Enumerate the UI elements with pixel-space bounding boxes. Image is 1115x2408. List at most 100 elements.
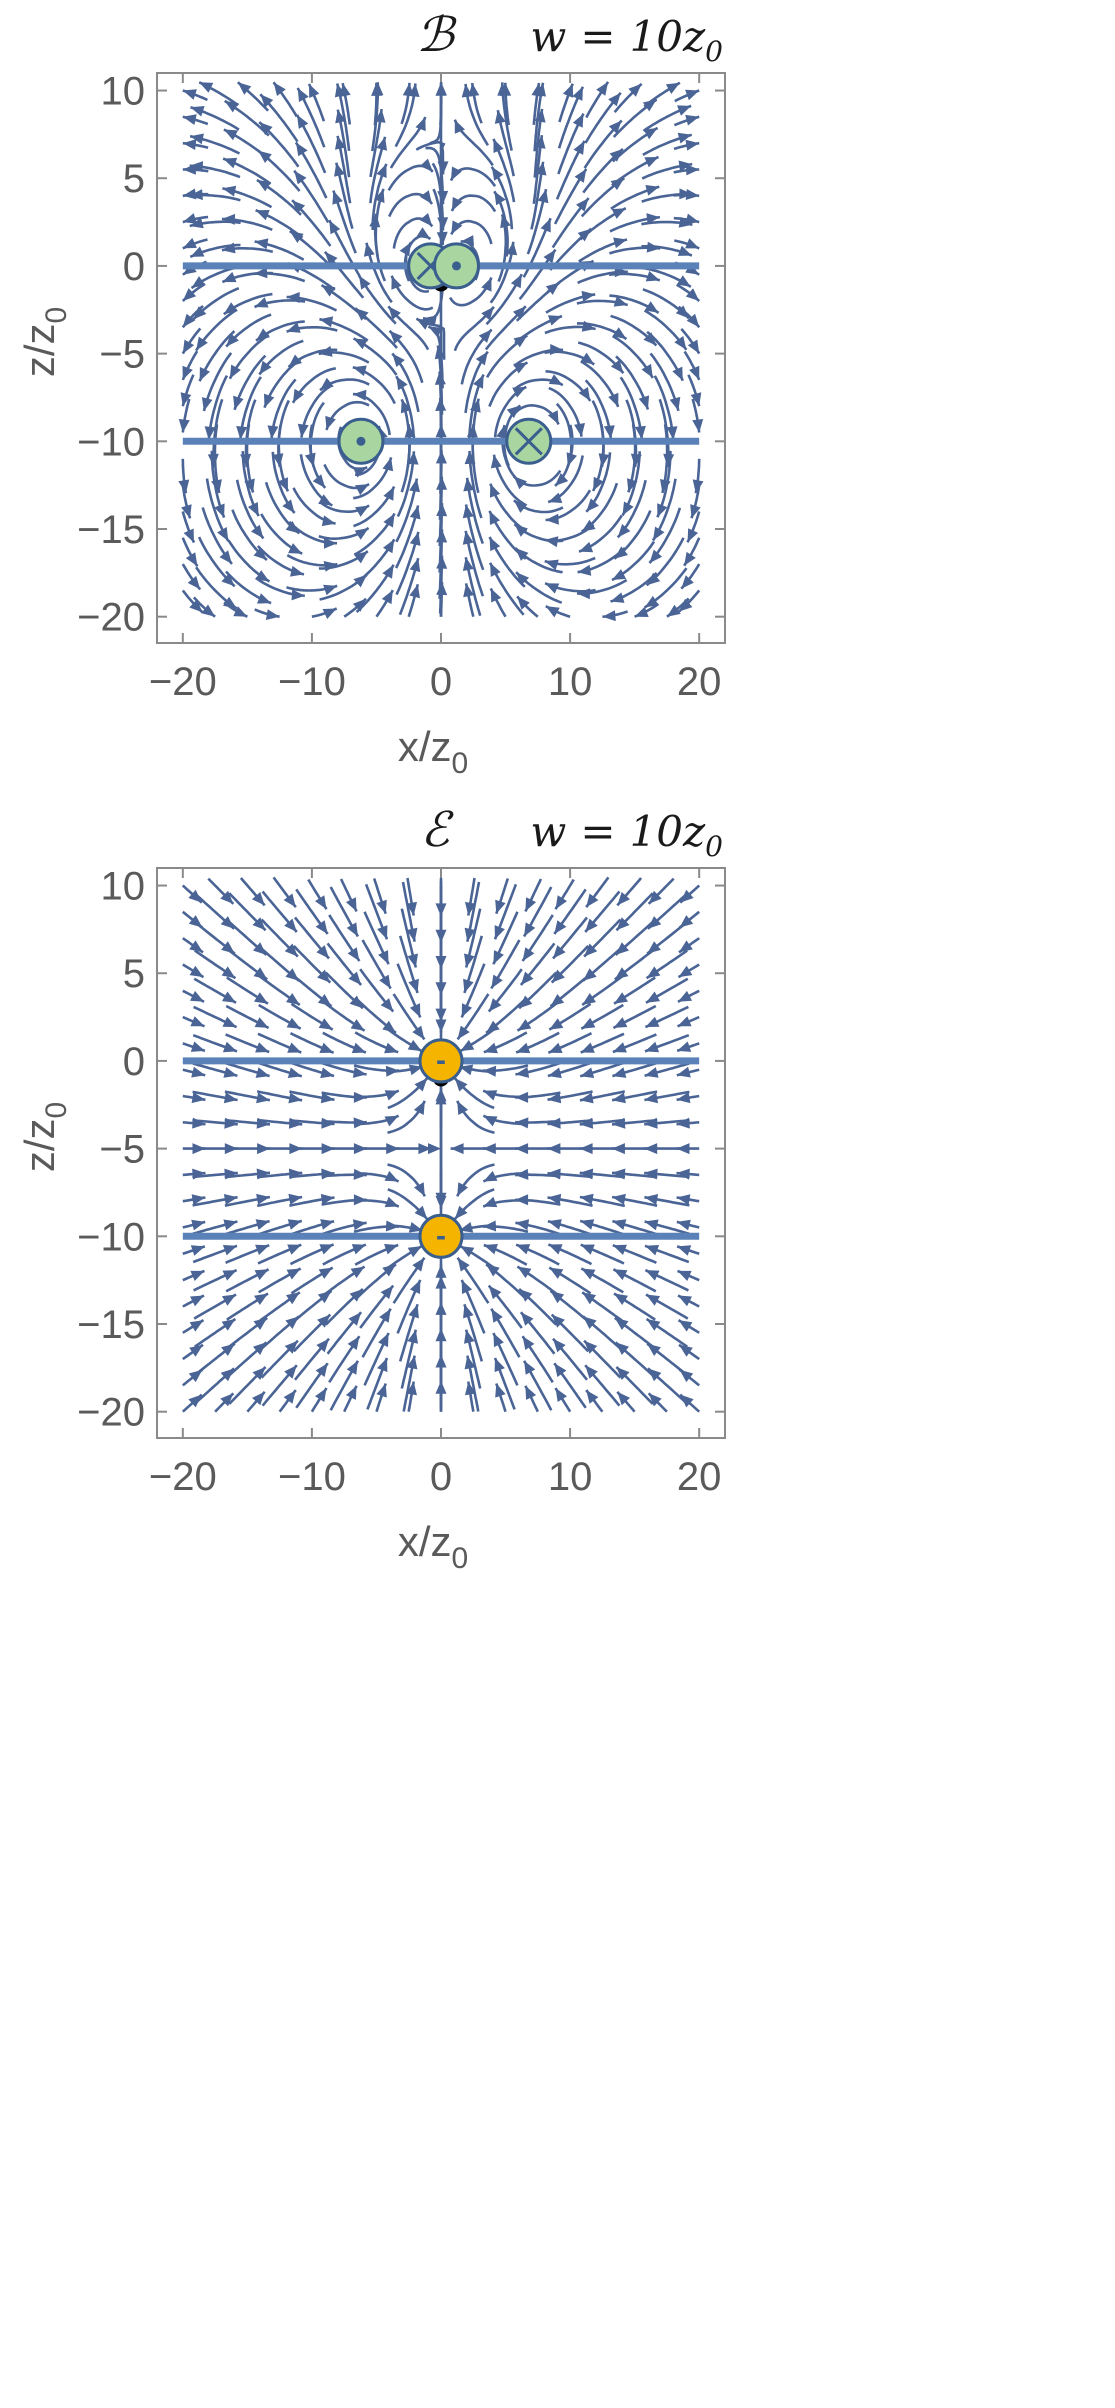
x-tick-label: 0 [430,1455,452,1499]
stream-arrowhead [220,1368,235,1382]
stream-arrowhead [419,158,433,172]
x-tick-label: 20 [677,1455,722,1499]
stream-arrowhead [406,901,417,916]
stream-arrowhead [317,969,331,983]
stream-arrowhead [490,588,502,603]
stream-arrowhead [612,1219,627,1230]
stream-arrowhead [463,477,475,492]
stream-arrowhead [284,918,297,932]
stream-arrowhead [547,1067,562,1079]
stream-arrowhead [685,238,700,249]
stream-arrowhead [513,476,527,490]
stream-arrowhead [220,890,234,904]
x-tick-label: 10 [548,1455,593,1499]
stream-arrowhead [460,1246,475,1258]
stream-arrowhead [653,526,665,541]
stream-arrowhead [190,246,205,257]
stream-arrowhead [513,335,528,348]
stream-arrowhead [381,590,393,605]
stream-arrowhead [183,528,194,543]
stream-arrowhead [220,1393,234,1407]
stream-arrowhead [549,1267,564,1279]
stream-arrowhead [297,114,309,129]
stream-arrowhead [608,120,622,134]
stream-arrowhead [612,327,627,339]
y-tick-label: −20 [77,596,145,640]
stream-arrowhead [267,425,279,439]
stream-arrowhead [255,210,270,221]
stream-arrowhead [579,1143,593,1155]
stream-arrowhead [460,235,474,247]
stream-arrowhead [256,328,270,341]
stream-arrowhead [220,916,235,929]
stream-arrowhead [352,1219,367,1231]
stream-arrowhead [355,308,369,321]
stream-arrowhead [384,1090,399,1101]
stream-arrowhead [254,1269,269,1281]
stream-arrowhead [549,1018,564,1030]
stream-arrowhead [349,1289,363,1302]
stream-arrowhead [273,82,286,96]
stream-arrowhead [259,360,272,375]
stream-arrowhead [190,106,205,117]
stream-arrowhead [193,306,207,320]
stream-arrowhead [256,1193,270,1205]
stream-arrowhead [676,1168,690,1180]
stream-arrowhead [377,925,388,940]
stream-arrowhead [382,564,394,579]
stream-arrowhead [517,1266,532,1279]
stream-arrowhead [325,415,336,430]
stream-arrowhead [537,189,549,204]
stream-arrowhead [348,971,362,985]
stream-arrowhead [540,218,551,233]
stream-arrowhead [677,1245,692,1256]
stream-arrowhead [490,454,502,469]
stream-arrowhead [612,1244,627,1255]
stream-arrowhead [515,1067,530,1078]
stream-arrowhead [687,339,700,354]
stream-arrowhead [413,1100,425,1115]
stream-arrowhead [491,974,503,989]
stream-arrowhead [463,583,474,598]
stream-arrowhead [345,897,357,912]
stream-arrowhead [190,133,204,145]
stream-arrowhead [486,1020,500,1033]
stream-arrowhead [545,606,560,618]
stream-arrowhead [610,359,624,374]
y-tick-label: −15 [77,508,145,552]
stream-arrowhead [644,157,659,168]
stream-arrowhead [524,922,536,937]
stream-arrowhead [371,82,383,96]
stream-arrowhead [354,528,369,540]
stream-arrowhead [226,333,239,347]
stream-arrowhead [675,305,689,319]
stream-arrowhead [488,998,502,1012]
stream-arrowhead [678,160,693,172]
stream-arrowhead [335,135,346,150]
stream-arrowhead [423,315,437,327]
stream-arrowhead [383,513,395,528]
stream-arrowhead [223,129,238,141]
stream-arrowhead [460,1039,475,1052]
stream-arrowhead [692,479,704,494]
stream-arrowhead [185,552,198,567]
stream-arrowhead [412,1025,425,1040]
stream-arrowhead [317,1290,332,1304]
stream-arrowhead [676,1219,691,1231]
stream-arrowhead [188,1394,202,1408]
stream-arrowhead [244,478,255,493]
stream-arrowhead [520,971,534,985]
stream-arrowhead [679,915,694,928]
stream-arrowhead [253,1342,267,1355]
stream-arrowhead [554,920,567,934]
stream-arrowhead [574,423,585,437]
stream-arrowhead [515,1168,529,1180]
stream-arrowhead [553,945,566,959]
stream-arrowhead [384,1196,399,1208]
stream-arrowhead [329,220,341,235]
stream-arrowhead [608,392,619,407]
stream-arrowhead [435,82,447,96]
stream-arrowhead [646,213,660,224]
stream-arrowhead [317,1314,331,1328]
stream-arrowhead [286,292,300,303]
